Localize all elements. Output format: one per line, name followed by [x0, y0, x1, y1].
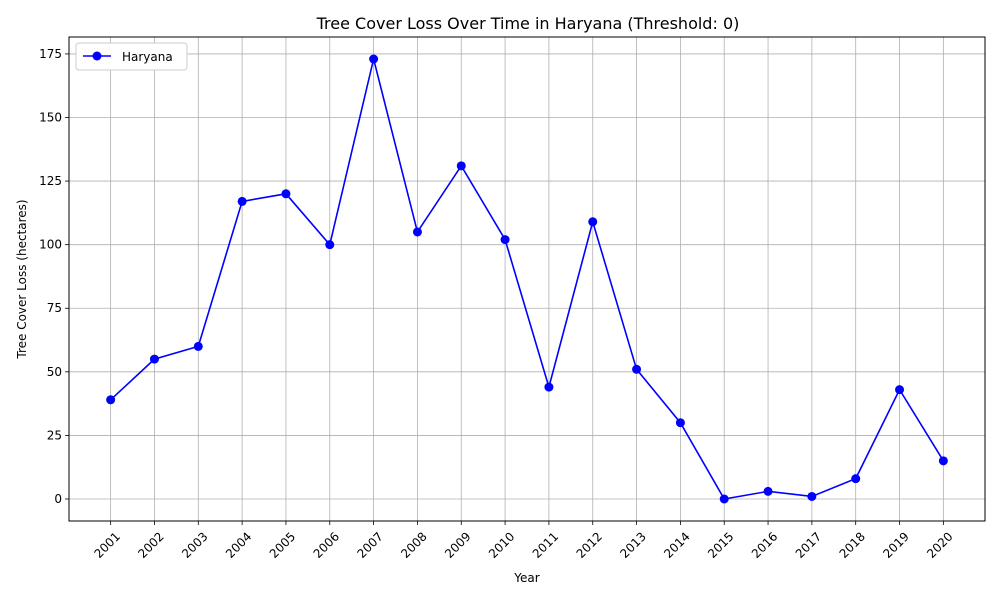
x-axis-label: Year	[513, 571, 539, 585]
data-point	[281, 189, 291, 199]
data-point	[412, 227, 422, 237]
y-tick-label: 0	[54, 492, 62, 506]
data-point	[719, 494, 729, 504]
data-point	[193, 341, 203, 351]
data-point	[500, 235, 510, 245]
data-point	[938, 456, 948, 466]
data-point	[895, 385, 905, 395]
y-tick-label: 50	[47, 365, 62, 379]
data-point	[588, 217, 598, 227]
data-point	[632, 364, 642, 374]
data-point	[106, 395, 116, 405]
data-point	[456, 161, 466, 171]
legend-marker	[92, 51, 102, 61]
data-point	[149, 354, 159, 364]
grid	[69, 37, 985, 521]
data-point	[237, 196, 247, 206]
data-point	[675, 418, 685, 428]
y-tick-label: 150	[39, 110, 62, 124]
legend-box	[75, 42, 188, 71]
plot-frame	[68, 36, 986, 522]
data-point	[325, 240, 335, 250]
y-axis-label: Tree Cover Loss (hectares)	[15, 199, 29, 359]
y-tick-label: 175	[39, 47, 62, 61]
data-point	[807, 491, 817, 501]
series-line-haryana	[110, 58, 945, 500]
chart-title: Tree Cover Loss Over Time in Haryana (Th…	[316, 14, 740, 33]
plot-area	[106, 54, 948, 504]
data-point	[763, 486, 773, 496]
legend: Haryana	[75, 42, 188, 71]
legend-label-haryana: Haryana	[122, 50, 173, 64]
y-tick-label: 25	[47, 428, 62, 442]
y-axis: 0 25 50 75 100 125 150 175	[39, 47, 69, 506]
data-point	[369, 54, 379, 64]
data-point	[851, 474, 861, 484]
y-tick-label: 75	[47, 301, 62, 315]
y-tick-label: 100	[39, 238, 62, 252]
data-point	[544, 382, 554, 392]
y-tick-label: 125	[39, 174, 62, 188]
